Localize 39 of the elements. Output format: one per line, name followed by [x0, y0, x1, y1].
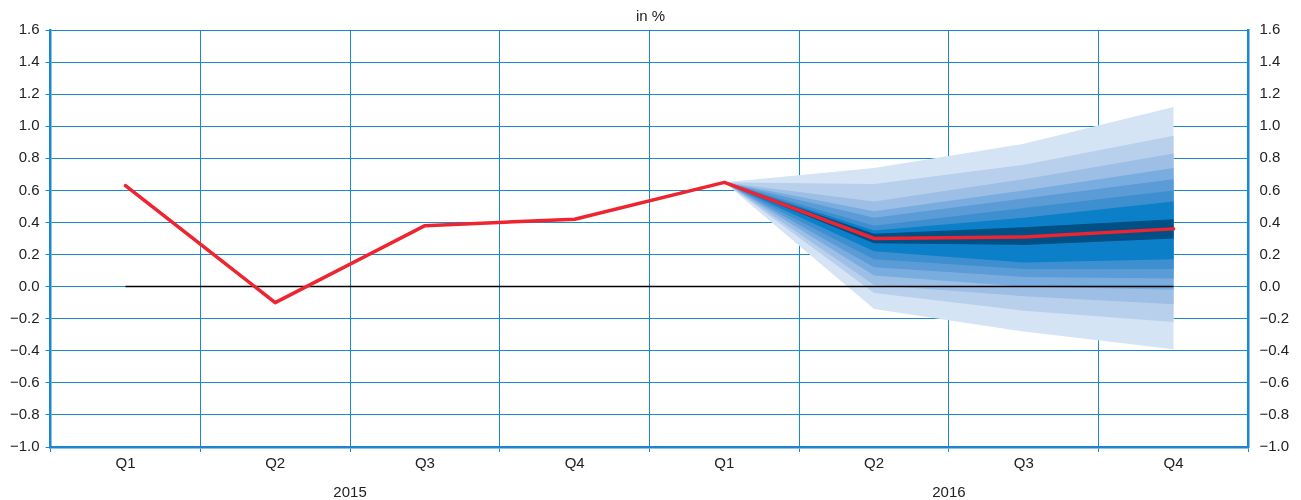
- y-tick-label: 0.8: [18, 148, 40, 166]
- y-tick-label: 0.6: [18, 180, 40, 198]
- y-tick-label: −1.0: [9, 437, 40, 455]
- y-tick-label: 0.0: [18, 276, 40, 294]
- y2-tick-label: −0.2: [1259, 308, 1290, 326]
- y-tick-label: −0.4: [9, 340, 40, 358]
- y2-tick-label: 1.2: [1259, 84, 1281, 102]
- y-tick-label: −0.8: [9, 405, 40, 423]
- y2-tick-label: 0.2: [1259, 244, 1281, 262]
- y2-tick-label: −0.6: [1259, 372, 1290, 390]
- text: 2016: [932, 483, 966, 500]
- y-tick-label: −0.2: [9, 308, 40, 326]
- y-tick-label: 1.0: [18, 116, 40, 134]
- x-tick-label: Q3: [414, 454, 435, 472]
- y2-tick-label: −0.4: [1259, 340, 1290, 358]
- y-tick-label: 1.6: [18, 20, 40, 38]
- y2-tick-label: 0.8: [1259, 148, 1281, 166]
- x-tick-label: Q2: [864, 454, 885, 472]
- y-tick-label: 1.4: [18, 52, 40, 70]
- y-tick-label: 0.4: [18, 212, 40, 230]
- y2-tick-label: 1.0: [1259, 116, 1281, 134]
- y2-tick-label: −1.0: [1259, 437, 1290, 455]
- y2-tick-label: 0.4: [1259, 212, 1281, 230]
- x-tick-label: Q4: [564, 454, 585, 472]
- chart-subtitle: in %: [635, 7, 666, 24]
- x-tick-label: Q4: [1163, 454, 1184, 472]
- y-tick-label: −0.6: [9, 372, 40, 390]
- x-tick-label: Q3: [1013, 454, 1034, 472]
- y-tick-label: 0.2: [18, 244, 40, 262]
- x-tick-label: Q1: [115, 454, 136, 472]
- y2-tick-label: 0.6: [1259, 180, 1281, 198]
- x-tick-label: Q1: [714, 454, 735, 472]
- text: 2015: [333, 483, 367, 500]
- y2-tick-label: −0.8: [1259, 405, 1290, 423]
- x-tick-label: Q2: [265, 454, 286, 472]
- y-tick-label: 1.2: [18, 84, 40, 102]
- y2-tick-label: 1.4: [1259, 52, 1281, 70]
- y2-tick-label: 0.0: [1259, 276, 1281, 294]
- y2-tick-label: 1.6: [1259, 20, 1281, 38]
